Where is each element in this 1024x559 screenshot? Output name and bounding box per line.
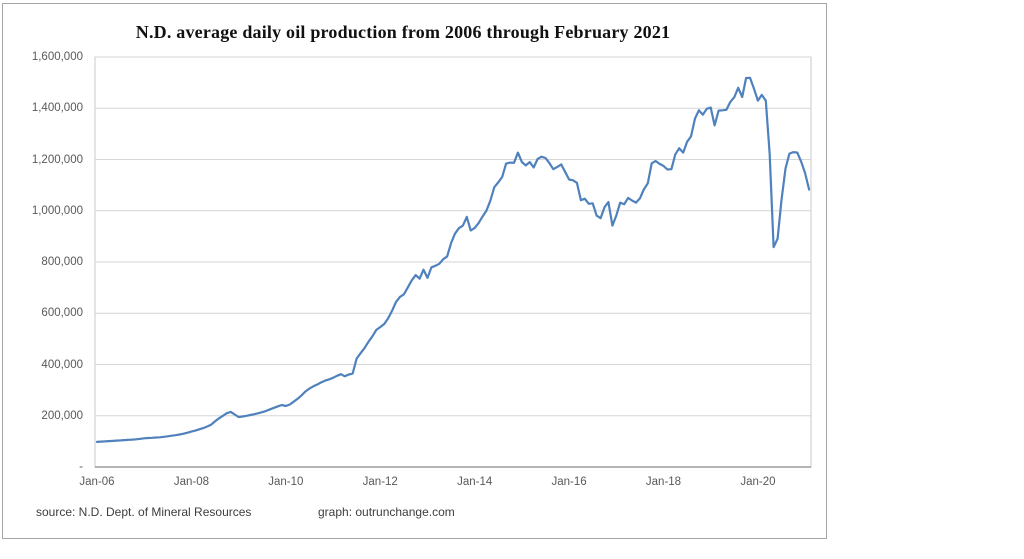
y-tick-label: - <box>79 461 83 473</box>
credit-text: graph: outrunchange.com <box>318 505 455 519</box>
y-tick-label: 600,000 <box>41 307 83 320</box>
source-text: source: N.D. Dept. of Mineral Resources <box>36 505 252 519</box>
y-tick-label: 400,000 <box>41 358 83 371</box>
x-tick-label: Jan-20 <box>740 476 776 488</box>
y-tick-label: 200,000 <box>41 409 83 422</box>
x-tick-label: Jan-08 <box>173 476 209 488</box>
y-tick-label: 1,200,000 <box>31 153 83 166</box>
x-tick-label: Jan-06 <box>79 476 115 488</box>
production-line-series <box>95 76 811 443</box>
chart-title: N.D. average daily oil production from 2… <box>135 22 671 42</box>
y-tick-label: 1,000,000 <box>31 204 83 217</box>
y-tick-label: 1,400,000 <box>31 102 83 115</box>
y-tick-label: 800,000 <box>41 256 83 268</box>
x-tick-label: Jan-16 <box>551 476 587 488</box>
x-tick-label: Jan-14 <box>457 476 493 488</box>
x-tick-label: Jan-10 <box>268 476 304 488</box>
x-tick-label: Jan-18 <box>645 476 682 488</box>
x-tick-label: Jan-12 <box>362 476 398 488</box>
plot-svg <box>94 56 812 468</box>
chart-frame: N.D. average daily oil production from 2… <box>2 3 827 539</box>
y-tick-label: 1,600,000 <box>31 51 83 63</box>
